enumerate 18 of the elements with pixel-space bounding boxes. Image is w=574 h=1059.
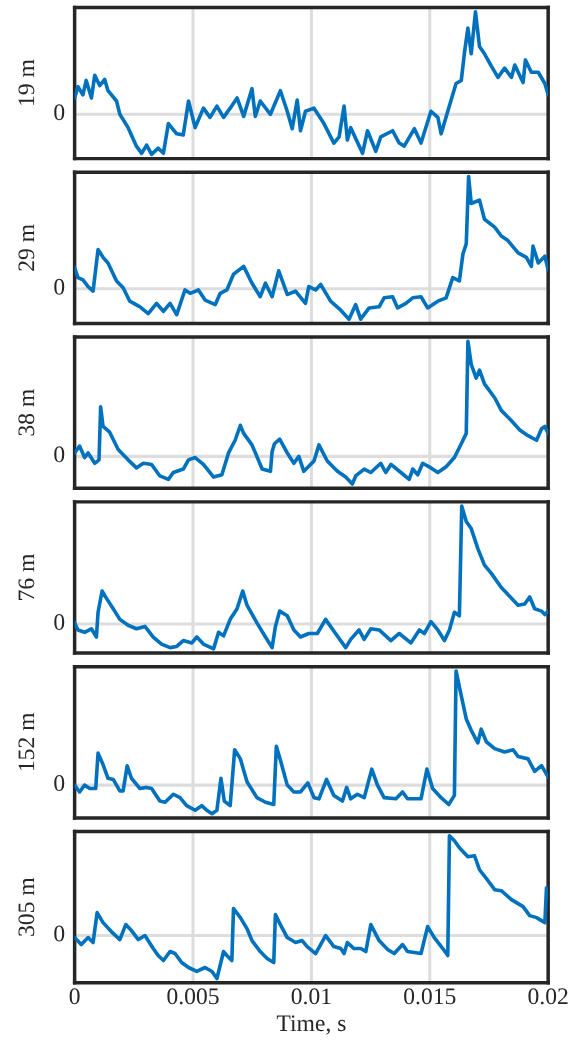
y-axis-title: 19 m [18, 59, 35, 105]
y-axis-title: 152 m [18, 712, 35, 771]
y-axis-title: 29 m [18, 224, 35, 271]
x-tick-label: 0.02 [528, 988, 568, 1005]
x-tick-label: 0.015 [404, 988, 456, 1005]
y-axis-title: 38 m [18, 389, 35, 436]
x-tick-label: 0.01 [291, 988, 331, 1005]
ref-line-label: 0 [54, 775, 65, 792]
y-axis-title: 305 m [18, 877, 35, 936]
x-tick-label: 0.005 [167, 988, 219, 1005]
x-axis-title: Time, s [276, 1015, 346, 1035]
x-tick-label: 0 [69, 988, 80, 1005]
ref-line-label: 0 [54, 278, 65, 295]
ref-line-label: 0 [54, 104, 65, 121]
ref-line-label: 0 [54, 614, 65, 630]
y-axis-title: 76 m [18, 553, 35, 600]
ref-line-label: 0 [54, 446, 65, 463]
ref-line-label: 0 [54, 925, 65, 942]
